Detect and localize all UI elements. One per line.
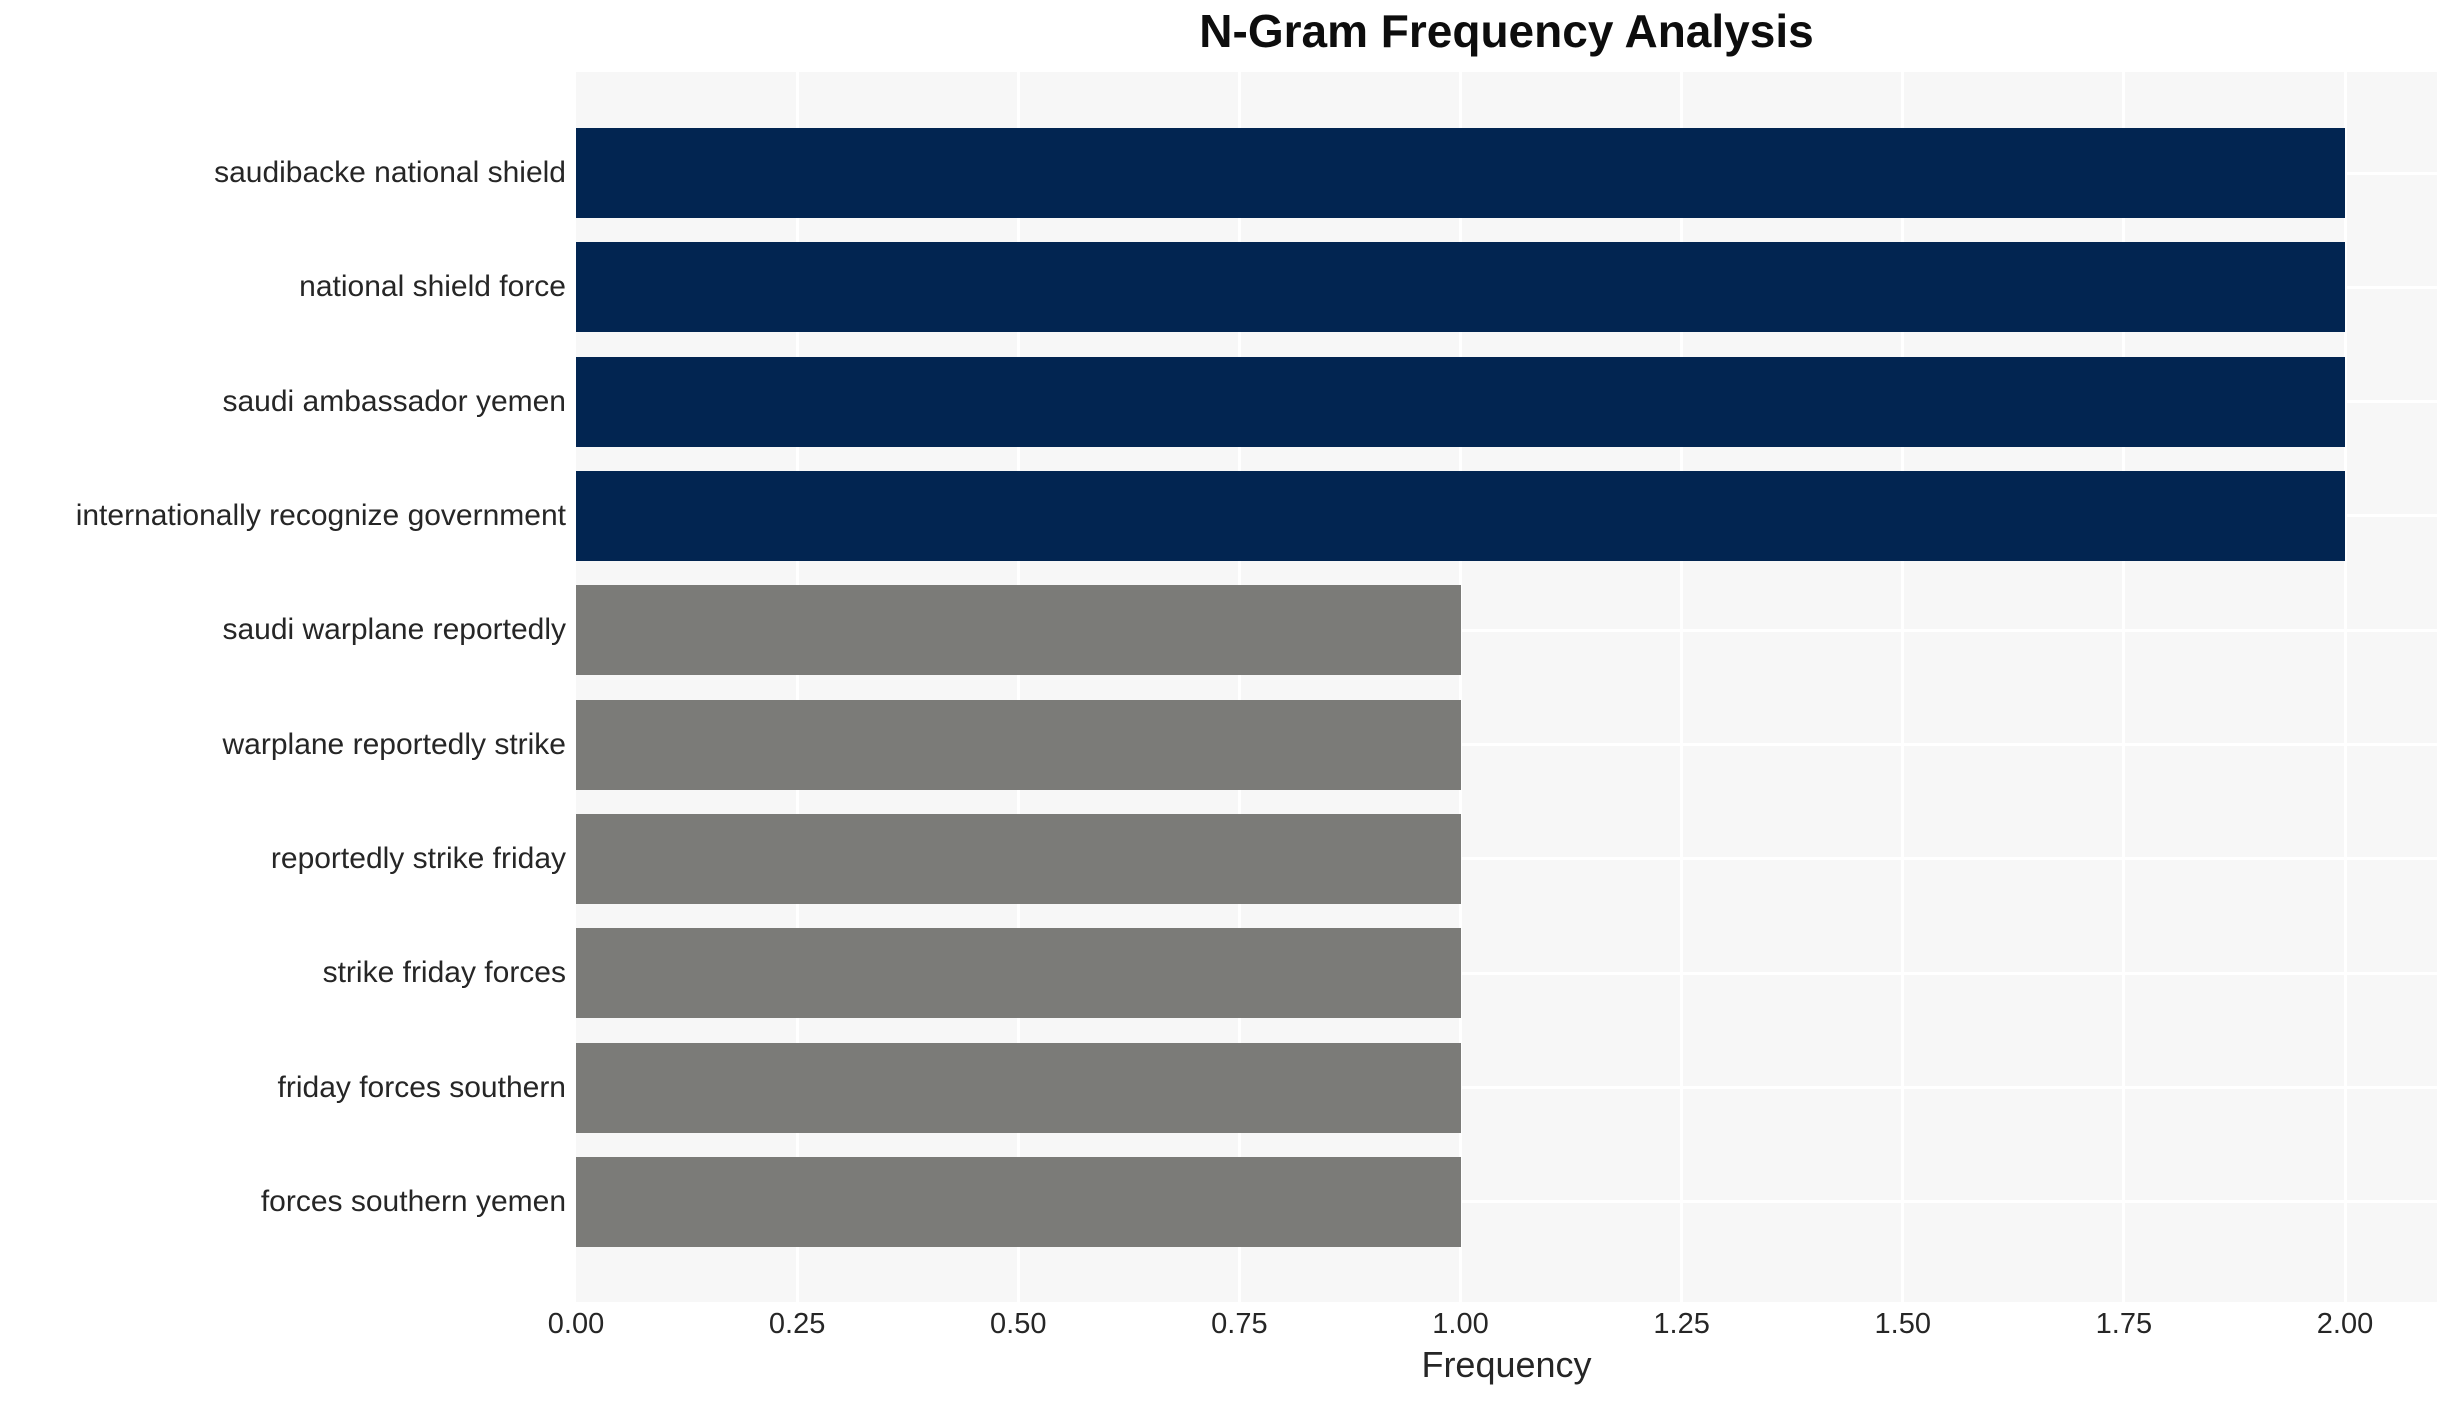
y-tick-label: reportedly strike friday — [270, 841, 566, 875]
x-tick-label: 1.00 — [1432, 1308, 1489, 1340]
bar — [576, 928, 1461, 1019]
gridline-horizontal — [576, 1200, 2437, 1204]
y-tick-label: saudi ambassador yemen — [222, 384, 566, 418]
gridline-horizontal — [576, 857, 2437, 861]
plot-area — [576, 72, 2437, 1302]
gridline-horizontal — [576, 628, 2437, 632]
gridline-vertical — [1459, 72, 1462, 1302]
x-tick-label: 2.00 — [2316, 1308, 2374, 1340]
bar — [576, 242, 2345, 333]
x-tick-label: 0.50 — [990, 1308, 1047, 1340]
bar — [576, 585, 1461, 676]
y-tick-label: forces southern yemen — [260, 1184, 566, 1218]
x-tick-label: 0.25 — [768, 1308, 826, 1340]
bar — [576, 1156, 1461, 1247]
gridline-vertical — [2343, 72, 2347, 1302]
bar — [576, 699, 1461, 790]
y-tick-label: saudibacke national shield — [214, 156, 566, 189]
gridline-vertical — [1901, 72, 1905, 1302]
chart-title: N-Gram Frequency Analysis — [1199, 5, 1814, 57]
gridline-vertical — [1680, 72, 1684, 1302]
x-tick-label: 0.00 — [547, 1308, 605, 1340]
gridline-vertical — [2122, 72, 2126, 1302]
bar — [576, 356, 2345, 447]
x-tick-label: 1.75 — [2095, 1308, 2153, 1340]
x-tick-label: 1.25 — [1653, 1308, 1710, 1340]
y-tick-label: internationally recognize government — [75, 498, 566, 532]
y-tick-label: saudi warplane reportedly — [222, 613, 566, 647]
y-tick-label: national shield force — [299, 270, 566, 304]
bar — [576, 470, 2345, 561]
x-tick-label: 0.75 — [1211, 1308, 1268, 1340]
bar — [576, 1042, 1461, 1133]
y-tick-label: warplane reportedly strike — [222, 727, 567, 761]
gridline-vertical — [1237, 72, 1241, 1302]
bar — [576, 128, 2345, 218]
y-tick-label: friday forces southern — [277, 1070, 566, 1104]
x-tick-label: 1.50 — [1874, 1308, 1931, 1340]
bar — [576, 813, 1461, 904]
gridline-vertical — [795, 72, 799, 1302]
gridline-vertical — [1016, 72, 1020, 1302]
gridline-horizontal — [576, 971, 2437, 975]
y-tick-label: strike friday forces — [322, 956, 566, 990]
gridline-horizontal — [576, 743, 2437, 747]
x-axis-label: Frequency — [1421, 1344, 1592, 1385]
gridline-horizontal — [576, 1086, 2437, 1090]
